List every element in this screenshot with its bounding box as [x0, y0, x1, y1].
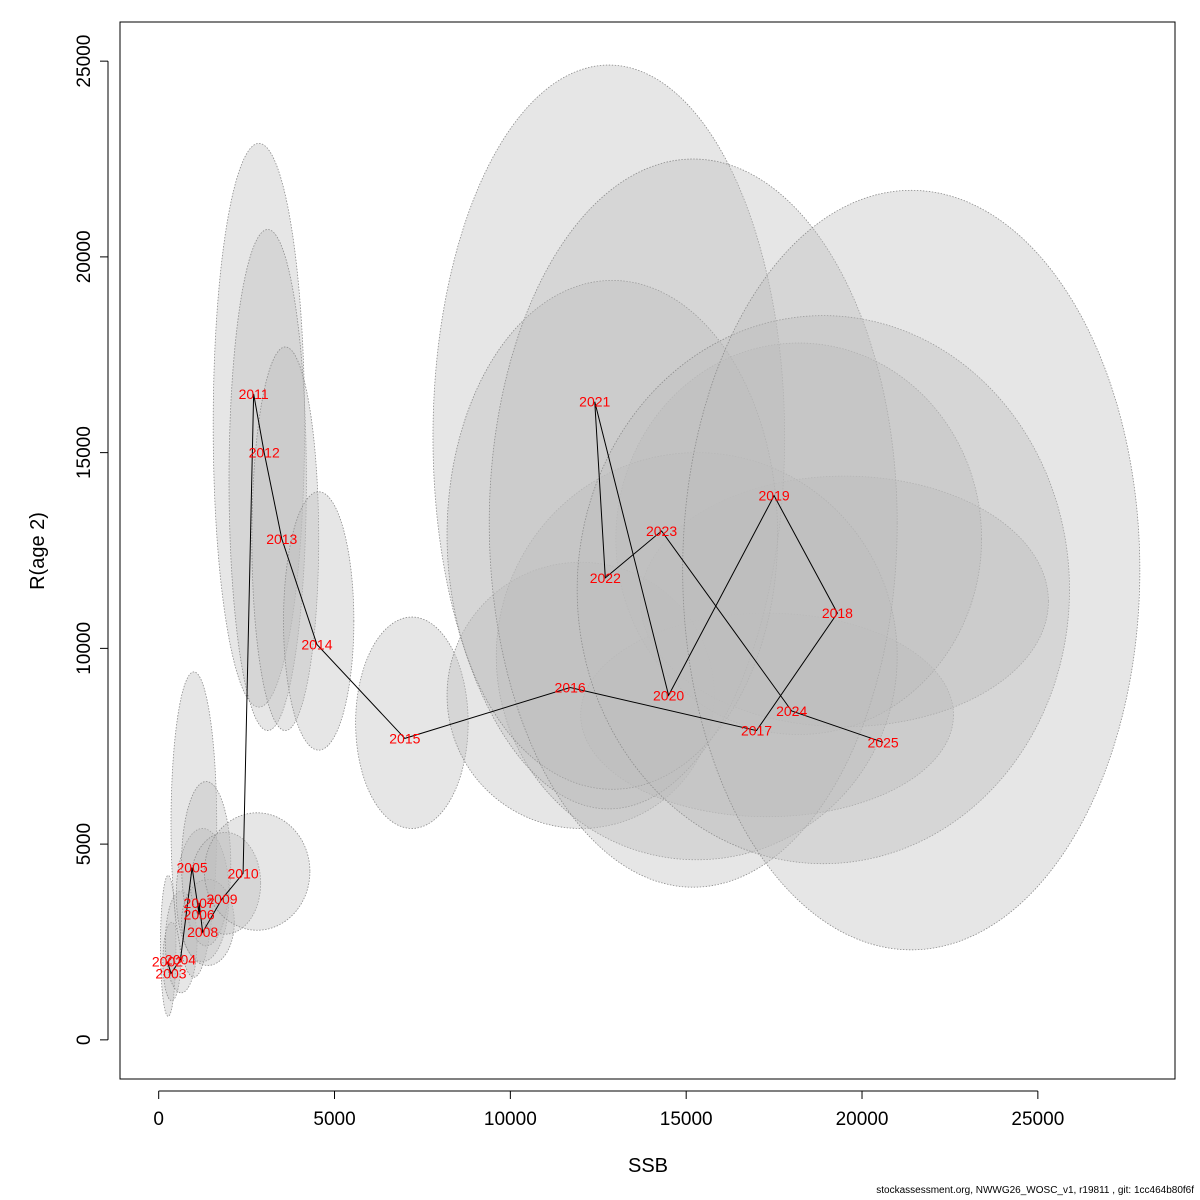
year-label-2006: 2006 [184, 907, 215, 923]
confidence-ellipse-2003 [162, 922, 181, 1002]
year-label-2016: 2016 [555, 680, 586, 696]
confidence-ellipse-2005 [170, 671, 218, 978]
y-axis-title: R(age 2) [27, 512, 49, 590]
y-tick-label-0: 0 [74, 1035, 95, 1046]
year-label-2024: 2024 [776, 703, 807, 719]
year-label-2009: 2009 [206, 891, 237, 907]
confidence-ellipse-2010 [203, 812, 311, 931]
trajectory-line [166, 393, 884, 975]
year-label-2005: 2005 [177, 860, 208, 876]
year-label-2003: 2003 [155, 965, 186, 981]
confidence-ellipse-2018 [640, 475, 1049, 728]
year-label-2023: 2023 [646, 523, 677, 539]
year-label-2008: 2008 [187, 924, 218, 940]
confidence-ellipse-2004 [164, 890, 198, 994]
x-axis: 0 5000 10000 15000 20000 25000 [153, 1090, 1064, 1130]
confidence-ellipse-2023 [488, 158, 898, 888]
confidence-ellipse-2012 [228, 229, 307, 731]
year-label-2018: 2018 [822, 605, 853, 621]
year-label-2015: 2015 [389, 730, 420, 746]
year-label-2013: 2013 [266, 531, 297, 547]
year-label-2025: 2025 [868, 734, 899, 750]
year-label-2002: 2002 [152, 954, 183, 970]
year-trajectory [166, 393, 884, 975]
y-tick-label-25000: 25000 [74, 35, 95, 88]
year-label-2021: 2021 [579, 394, 610, 410]
year-label-2010: 2010 [228, 865, 259, 881]
x-axis-title: SSB [628, 1155, 668, 1177]
y-axis: 0 5000 10000 15000 20000 25000 [74, 35, 109, 1046]
confidence-ellipse-2021 [432, 64, 786, 810]
confidence-ellipse-2015 [355, 616, 469, 829]
confidence-ellipse-2022 [446, 279, 779, 790]
confidence-ellipse-2024 [576, 315, 1070, 865]
year-label-2019: 2019 [759, 488, 790, 504]
y-tick-label-10000: 10000 [74, 622, 95, 675]
year-label-2020: 2020 [653, 687, 684, 703]
x-tick-label-20000: 20000 [836, 1109, 889, 1130]
confidence-ellipse-2013 [251, 346, 320, 731]
year-label-2017: 2017 [741, 723, 772, 739]
y-tick-label-5000: 5000 [74, 823, 95, 865]
x-tick-label-10000: 10000 [484, 1109, 537, 1130]
footer-credit: stockassessment.org, NWWG26_WOSC_v1, r19… [876, 1185, 1194, 1196]
year-label-2011: 2011 [239, 386, 269, 402]
confidence-ellipse-2016 [446, 561, 715, 829]
y-tick-label-20000: 20000 [74, 230, 95, 283]
year-label-2014: 2014 [301, 636, 332, 652]
year-label-2012: 2012 [249, 445, 280, 461]
x-tick-label-25000: 25000 [1011, 1109, 1064, 1130]
confidence-ellipse-2020 [495, 452, 898, 861]
year-label-2004: 2004 [165, 952, 196, 968]
year-label-2007: 2007 [184, 895, 215, 911]
x-tick-label-0: 0 [153, 1109, 164, 1130]
y-tick-label-15000: 15000 [74, 426, 95, 479]
plot-frame [119, 21, 1176, 1080]
confidence-ellipse-2014 [283, 491, 355, 751]
confidence-regions [160, 64, 1141, 1017]
confidence-ellipse-2019 [615, 342, 982, 735]
x-tick-label-5000: 5000 [313, 1109, 355, 1130]
x-tick-label-15000: 15000 [660, 1109, 713, 1130]
year-label-2022: 2022 [590, 570, 621, 586]
confidence-ellipse-2025 [682, 189, 1141, 951]
